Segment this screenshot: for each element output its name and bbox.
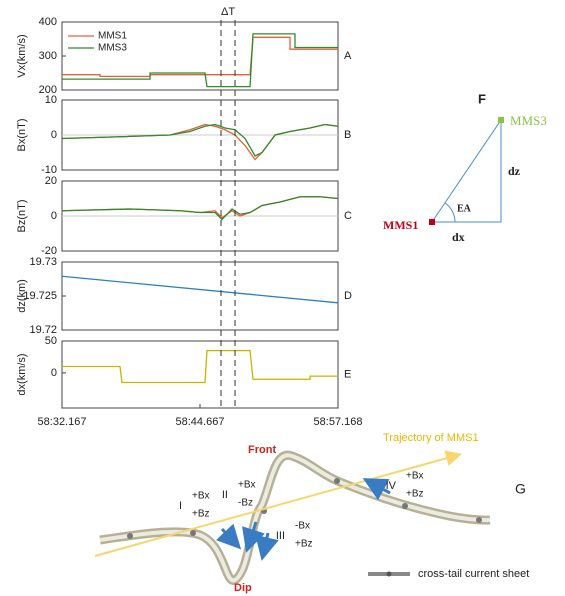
panel-label: G	[515, 481, 526, 497]
y-tick-label: 50	[45, 335, 57, 347]
mms3-point	[498, 117, 504, 123]
dx-label: dx	[452, 230, 465, 244]
y-tick-label: 20	[45, 175, 57, 187]
series-line	[62, 33, 338, 88]
y-axis-label: Bz(nT)	[16, 200, 28, 233]
region-name: II	[222, 489, 228, 501]
y-axis-label: Vx(km/s)	[16, 34, 28, 77]
trajectory	[94, 450, 462, 557]
panel-letter: B	[344, 129, 351, 141]
diagram-f: F MMS3 MMS1 dz dx EA	[383, 91, 547, 243]
region-b2: +Bz	[295, 539, 313, 550]
x-tick-label: 58:57.168	[314, 416, 363, 428]
region-b2: +Bz	[192, 509, 210, 520]
region-name: III	[276, 530, 285, 542]
panel-letter: C	[344, 210, 352, 222]
region-b1: +Bx	[192, 491, 210, 502]
trajectory-label: Trajectory of MMS1	[383, 432, 479, 444]
series-line	[61, 275, 339, 304]
series-line	[61, 123, 339, 157]
panel-letter: D	[344, 290, 352, 302]
y-tick-label: 0	[51, 367, 57, 379]
y-tick-label: 200	[39, 84, 57, 96]
y-axis-label: dx(km/s)	[16, 353, 28, 395]
angle-label: EA	[457, 203, 472, 214]
y-tick-label: -20	[41, 245, 57, 257]
y-tick-label: 10	[45, 94, 57, 106]
dz-label: dz	[508, 164, 521, 178]
series-line	[62, 349, 338, 384]
diagram-g: Front Dip Trajectory of MMS1 G cross-tai…	[94, 432, 529, 594]
front-label: Front	[248, 444, 276, 456]
region-b2: +Bz	[406, 489, 424, 500]
y-tick-label: -10	[41, 164, 57, 176]
y-axis-label: dz(km)	[16, 279, 28, 313]
series-line	[61, 196, 339, 219]
region-b1: -Bx	[295, 521, 310, 532]
delta-t-label: ΔT	[221, 6, 235, 18]
mms3-label: MMS3	[510, 113, 547, 128]
plot-frame	[61, 340, 339, 409]
dip-label: Dip	[234, 582, 252, 594]
x-tick-label: 58:44.667	[176, 416, 225, 428]
current-sheet-inner	[99, 453, 491, 583]
mms1-point	[429, 219, 435, 225]
x-tick-label: 58:32.167	[38, 416, 87, 428]
y-tick-label: 19.73	[29, 256, 57, 268]
region-b1: +Bx	[406, 471, 424, 482]
legend-label: MMS1	[98, 31, 127, 42]
y-tick-label: 19.725	[23, 290, 57, 302]
region-labels: I +Bx +Bz II +Bx -Bz III -Bx +Bz IV +Bx +Bz	[179, 471, 424, 550]
angle-arc	[444, 202, 456, 223]
flow-arrows	[215, 478, 391, 561]
mms1-label: MMS1	[383, 218, 418, 232]
y-tick-label: 0	[51, 129, 57, 141]
current-sheet	[99, 450, 491, 585]
panel-label: F	[478, 91, 486, 106]
region-name: I	[179, 500, 182, 512]
series-line	[62, 36, 338, 78]
panel-letter: E	[344, 368, 351, 380]
region-b2: -Bz	[238, 498, 253, 509]
y-axis-label: Bx(nT)	[16, 119, 28, 152]
region-b1: +Bx	[238, 480, 256, 491]
legend-label: cross-tail current sheet	[418, 568, 529, 580]
plot-frame	[61, 261, 339, 331]
y-tick-label: 0	[51, 210, 57, 222]
y-tick-label: 19.72	[29, 324, 57, 336]
panel-letter: A	[344, 50, 352, 62]
legend-dot	[386, 571, 392, 577]
series-line	[61, 196, 339, 221]
legend-label: MMS3	[98, 43, 127, 54]
region-name: IV	[386, 480, 397, 492]
y-tick-label: 300	[39, 50, 57, 62]
triangle	[431, 118, 502, 223]
y-tick-label: 400	[39, 16, 57, 28]
